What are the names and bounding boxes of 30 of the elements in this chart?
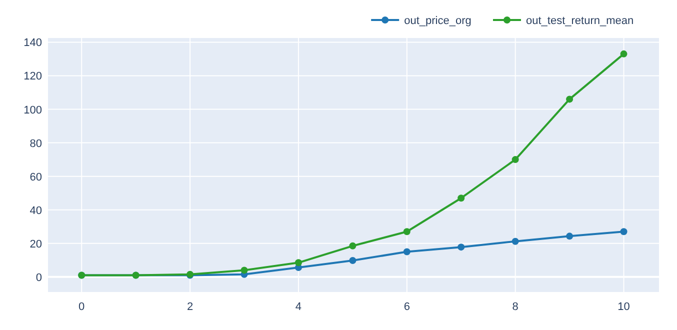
x-tick-label: 4 xyxy=(295,301,302,313)
y-tick-label: 140 xyxy=(24,37,42,50)
y-tick-label: 120 xyxy=(24,70,42,83)
point xyxy=(349,242,356,250)
legend-label: out_price_org xyxy=(404,15,472,27)
point xyxy=(620,228,628,236)
y-tick-label: 20 xyxy=(30,238,42,250)
x-tick-label: 10 xyxy=(618,301,630,313)
legend-label: out_test_return_mean xyxy=(526,15,634,27)
point xyxy=(620,50,628,58)
point xyxy=(403,228,410,236)
y-tick-label: 0 xyxy=(36,272,42,284)
point xyxy=(294,259,302,266)
x-tick-label: 2 xyxy=(186,301,194,313)
point xyxy=(512,156,519,164)
x-tick-label: 0 xyxy=(78,301,85,313)
y-tick-label: 40 xyxy=(30,204,42,217)
y-tick-label: 100 xyxy=(24,104,42,116)
x-tick-label: 6 xyxy=(404,301,410,313)
point xyxy=(458,244,465,251)
point xyxy=(349,256,356,264)
point xyxy=(458,194,465,202)
point xyxy=(240,266,248,274)
x-tick-label: 8 xyxy=(512,301,518,313)
y-tick-label: 80 xyxy=(30,138,42,150)
point xyxy=(566,232,574,240)
point xyxy=(403,248,410,256)
point xyxy=(566,96,574,103)
point xyxy=(512,238,519,245)
y-tick-label: 60 xyxy=(30,171,42,184)
